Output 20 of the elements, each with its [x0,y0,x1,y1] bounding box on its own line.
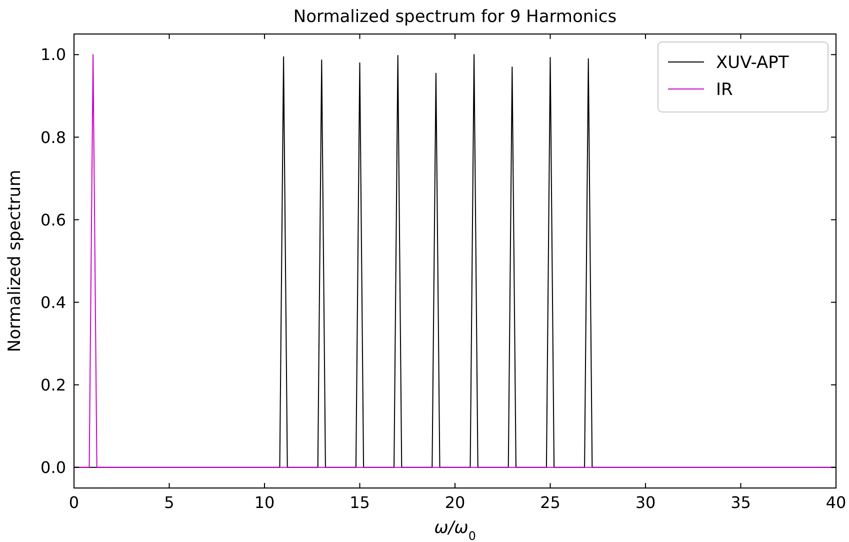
x-tick-label: 5 [164,493,174,512]
y-tick-label: 1.0 [40,45,66,64]
x-axis-title: ω/ω$_{0}$ [434,518,476,542]
y-tick-label: 0.4 [40,292,66,312]
y-tick-label: 0.2 [40,375,66,394]
x-tick-label: 15 [350,493,370,512]
x-tick-label: 10 [254,493,275,512]
y-tick-label: 0.8 [40,128,66,147]
chart-title: Normalized spectrum for 9 Harmonics [293,7,617,27]
y-tick-label: 0.6 [40,210,66,230]
legend-label: IR [716,80,734,100]
y-tick-label: 0.0 [40,458,66,477]
x-tick-label: 30 [635,493,656,512]
legend-label: XUV-APT [716,52,790,73]
y-axis-title: Normalized spectrum [5,170,25,352]
x-tick-label: 25 [540,493,560,512]
x-tick-label: 40 [826,493,846,512]
x-tick-label: 0 [68,493,80,512]
x-tick-label: 20 [444,493,466,512]
x-tick-label: 35 [730,493,751,512]
